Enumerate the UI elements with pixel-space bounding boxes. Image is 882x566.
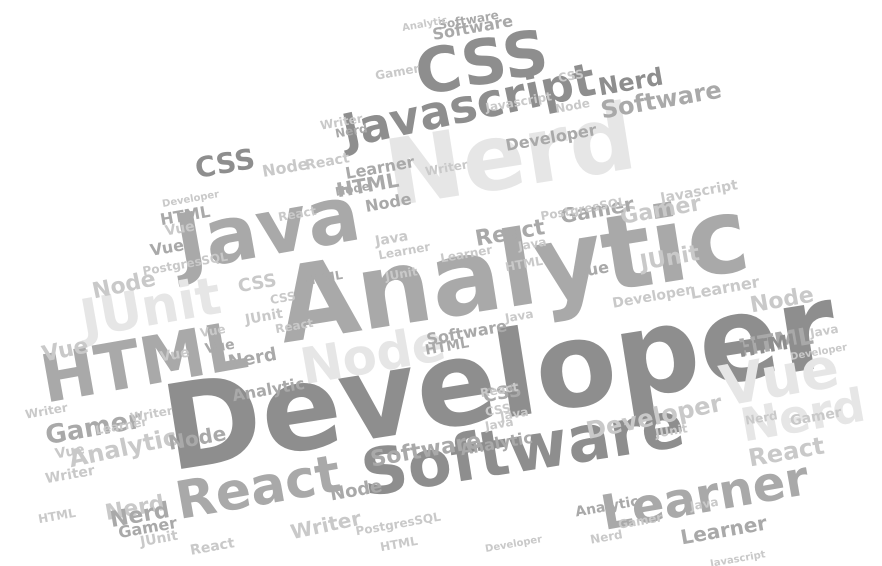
word-react-106: React	[188, 535, 236, 559]
word-gamer-70: Gamer	[374, 61, 421, 83]
word-nerd-103: Nerd	[589, 527, 624, 547]
word-javascript-111: Javascript	[709, 549, 767, 566]
word-html-93: HTML	[37, 505, 77, 527]
word-postgressql-109: PostgresSQL	[354, 509, 442, 539]
word-css-18: CSS	[192, 142, 258, 185]
word-writer-100: Writer	[43, 462, 97, 488]
word-html-107: HTML	[379, 533, 419, 555]
word-writer-31: Writer	[288, 505, 364, 545]
word-developer-110: Developer	[484, 534, 543, 555]
